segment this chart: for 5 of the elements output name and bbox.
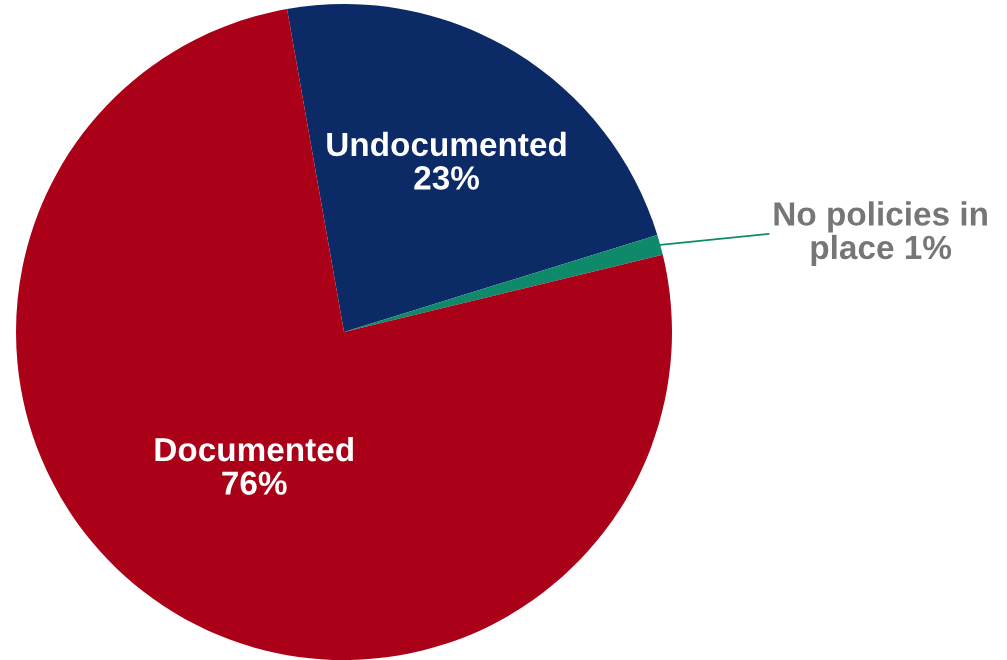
slice-label: Documented — [155, 436, 353, 462]
data-label: 23% — [414, 166, 480, 190]
slice-label: Undocumented — [327, 131, 566, 157]
slice-label: No policies in place 1% — [774, 201, 987, 266]
data-label: 76% — [222, 471, 287, 495]
